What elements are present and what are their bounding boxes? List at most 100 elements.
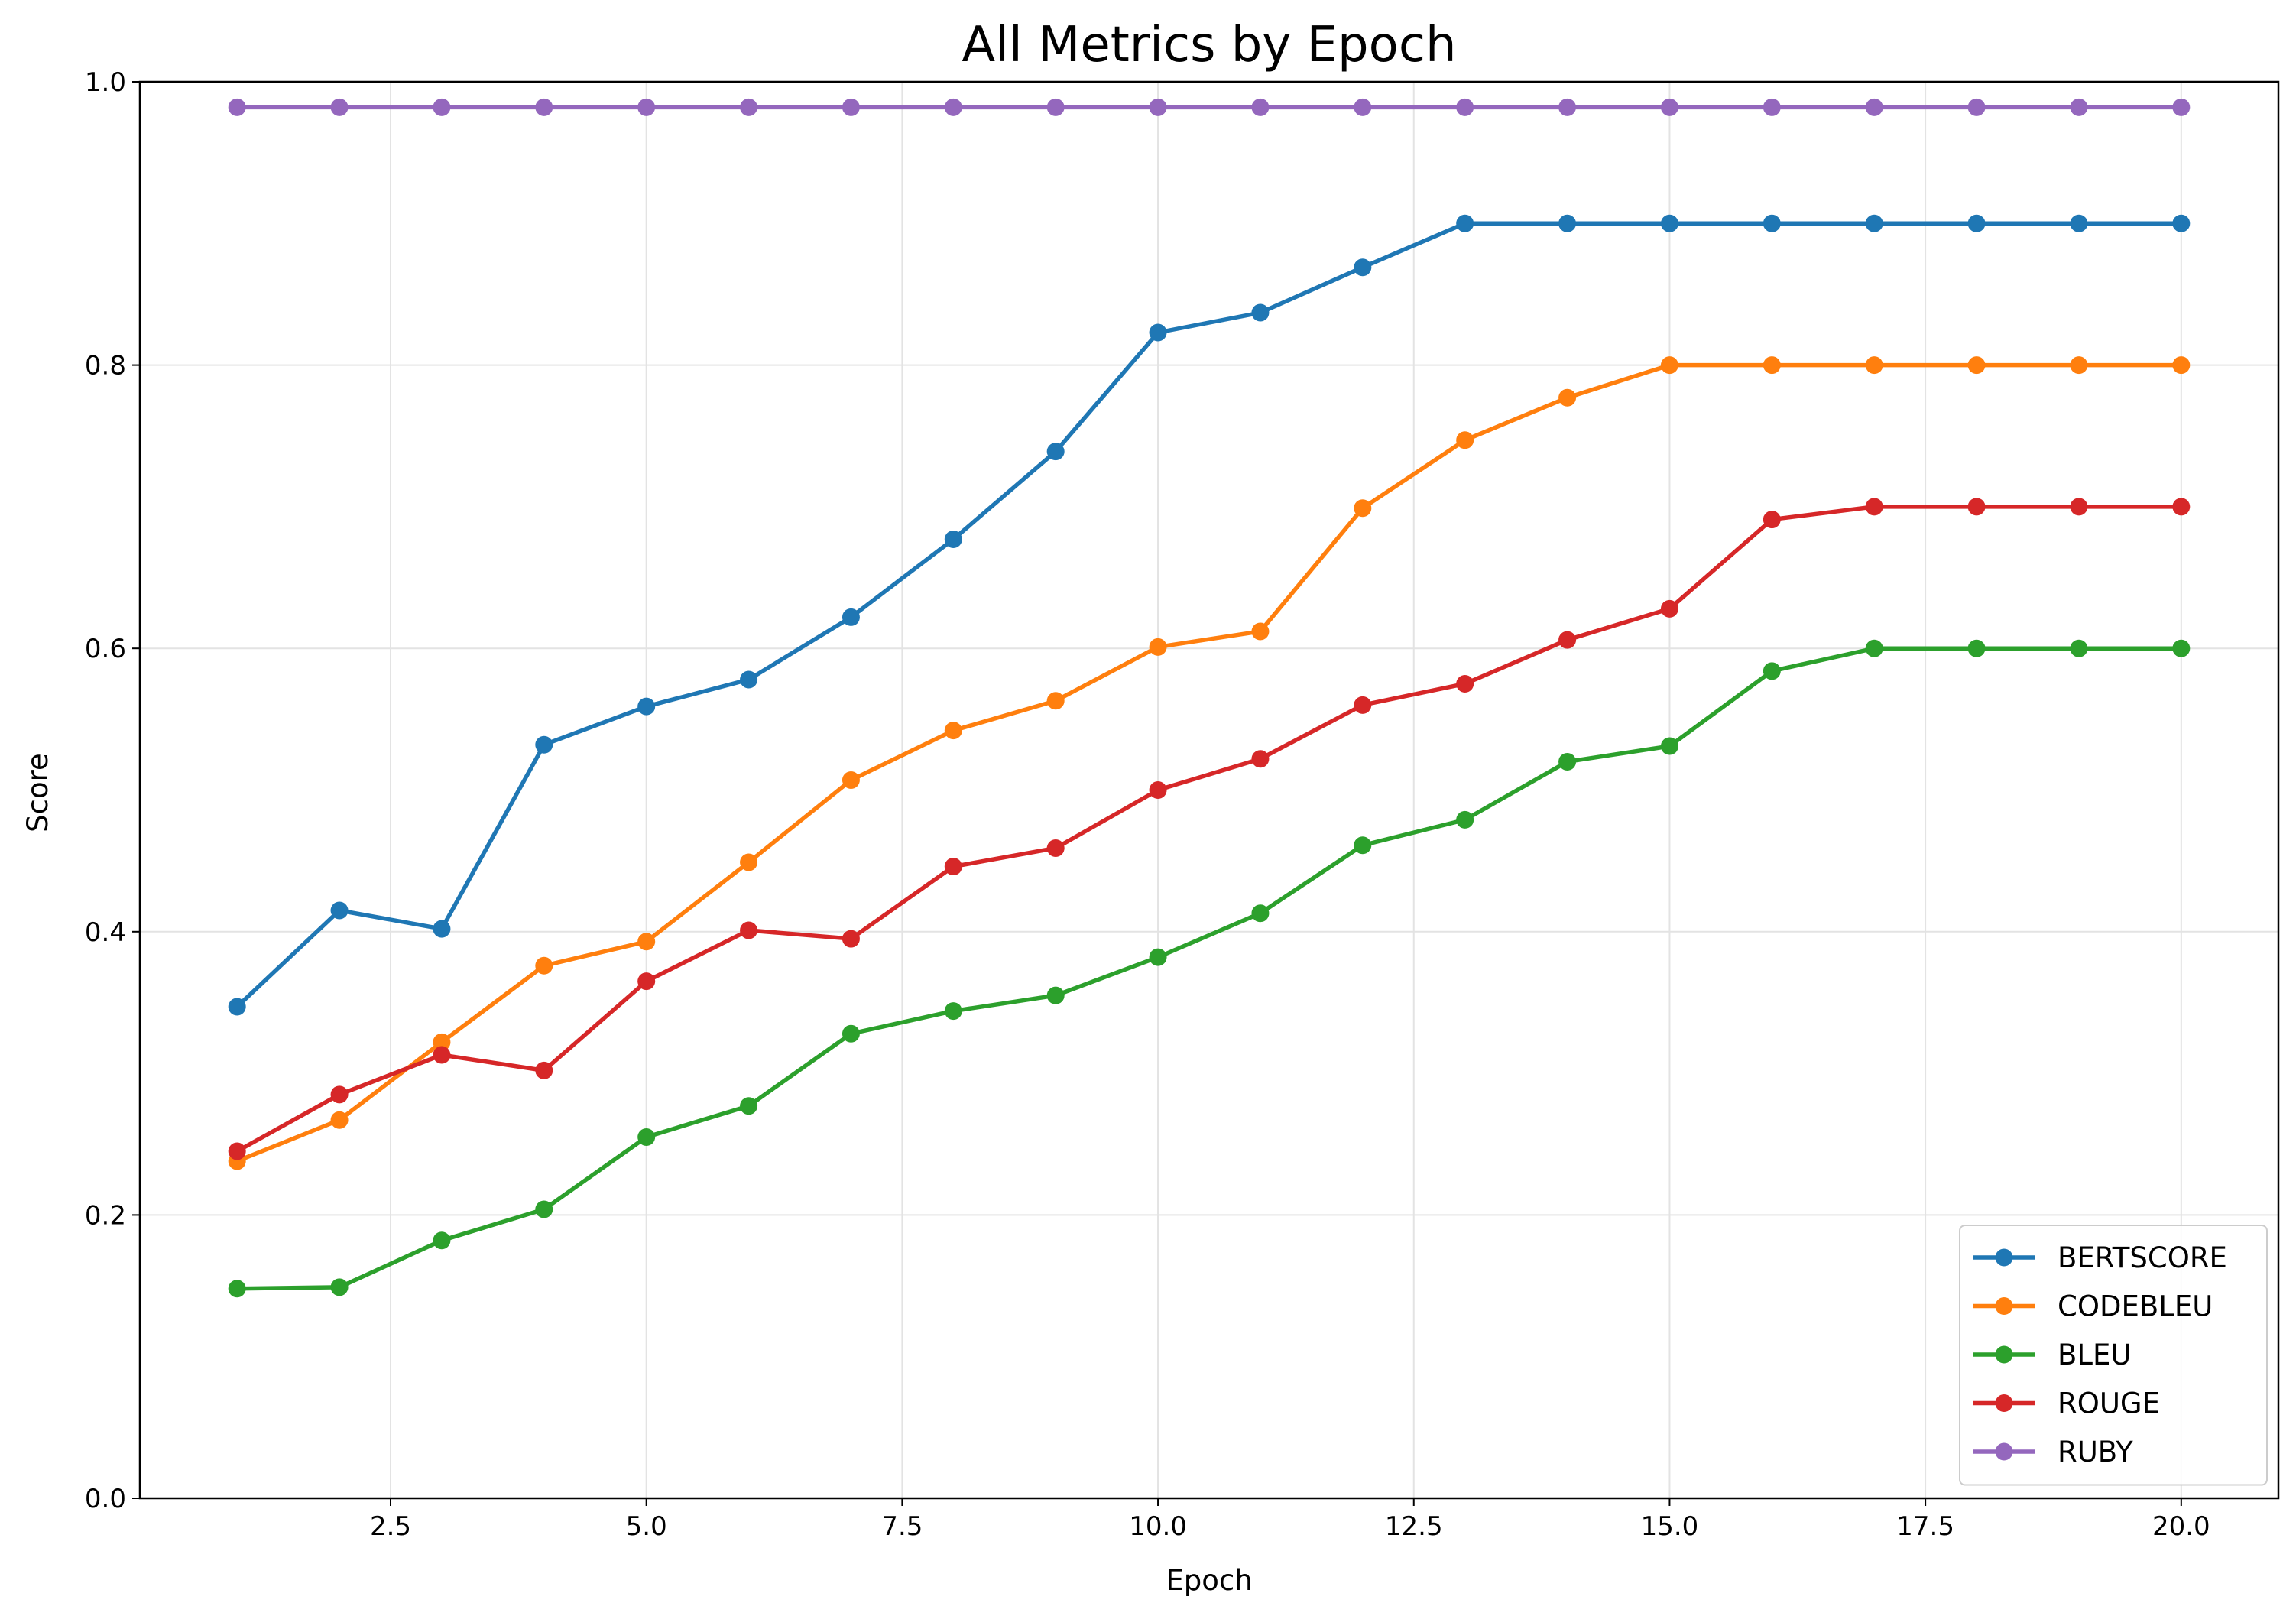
data-point-ruby [1660,98,1678,116]
x-axis: 2.5 5.0 7.5 10.0 12.5 15.0 17.5 20.0 [370,1498,2210,1542]
data-point-bertscore [1354,258,1372,277]
data-point-ruby [740,98,758,116]
data-point-codebleu [842,771,860,790]
y-axis-label: Score [21,753,54,832]
data-point-bertscore [1046,443,1065,461]
data-point-codebleu [1354,499,1372,518]
data-point-rouge [1558,631,1577,649]
data-point-codebleu [330,1111,349,1129]
legend: BERTSCORE CODEBLEU BLEU ROUGE RUBY [1959,1225,2268,1486]
data-point-bertscore [1251,303,1270,322]
data-point-bleu [1149,948,1167,966]
data-point-rouge [1149,781,1167,799]
data-point-codebleu [1865,356,1883,375]
data-point-rouge [1354,696,1372,714]
data-point-rouge [228,1142,246,1160]
data-point-ruby [944,98,962,116]
data-point-rouge [944,858,962,876]
data-point-ruby [1354,98,1372,116]
legend-label-ruby: RUBY [2058,1436,2133,1468]
data-point-rouge [842,930,860,948]
series-ruby [228,98,2191,116]
data-point-ruby [1763,98,1781,116]
data-point-ruby [330,98,349,116]
legend-item-ruby: RUBY [1973,1436,2133,1468]
data-point-rouge [1251,750,1270,768]
data-point-bleu [637,1128,656,1146]
data-point-bleu [1558,752,1577,771]
legend-marker-bertscore [1995,1248,2013,1267]
data-point-bertscore [1558,214,1577,232]
series-bertscore [228,214,2191,1016]
data-point-bleu [228,1280,246,1298]
data-point-codebleu [1558,388,1577,407]
data-point-rouge [535,1061,553,1079]
legend-label-rouge: ROUGE [2058,1387,2160,1420]
legend-label-bleu: BLEU [2058,1339,2131,1371]
data-point-bertscore [1967,214,1986,232]
data-point-rouge [740,921,758,939]
y-axis: 0.0 0.2 0.4 0.6 0.8 1.0 [85,67,140,1514]
data-point-ruby [1046,98,1065,116]
y-tick-label: 0.2 [85,1200,126,1231]
data-point-codebleu [1660,356,1678,375]
data-point-ruby [228,98,246,116]
x-tick-label: 10.0 [1129,1511,1187,1542]
data-point-bertscore [1456,214,1474,232]
plot-frame [138,80,2280,1500]
data-point-bleu [433,1231,451,1250]
series-bleu [228,639,2191,1298]
data-point-ruby [433,98,451,116]
y-tick-label: 0.4 [85,917,126,948]
series-line-rouge [235,505,2184,1154]
data-point-bertscore [1149,323,1167,342]
x-tick-label: 2.5 [370,1511,411,1542]
y-tick-label: 0.8 [85,351,126,381]
data-point-codebleu [2070,356,2088,375]
legend-item-rouge: ROUGE [1973,1387,2160,1420]
data-point-rouge [637,972,656,991]
x-tick-label: 15.0 [1641,1511,1699,1542]
data-point-bertscore [1865,214,1883,232]
data-point-bertscore [1763,214,1781,232]
data-point-rouge [1456,675,1474,693]
data-point-rouge [1763,511,1781,529]
data-point-codebleu [1967,356,1986,375]
data-point-bleu [1251,904,1270,923]
x-tick-label: 7.5 [881,1511,923,1542]
data-point-codebleu [1251,622,1270,641]
data-point-bleu [1354,836,1372,855]
data-point-codebleu [1046,692,1065,710]
series-rouge [228,498,2191,1160]
data-point-bleu [1046,986,1065,1004]
data-point-bertscore [637,697,656,716]
data-point-codebleu [2172,356,2191,375]
y-tick-label: 0.0 [85,1484,126,1514]
data-point-bleu [842,1024,860,1043]
data-point-ruby [1865,98,1883,116]
data-point-ruby [1456,98,1474,116]
x-tick-label: 12.5 [1385,1511,1443,1542]
data-point-ruby [1149,98,1167,116]
data-point-bertscore [2070,214,2088,232]
data-point-ruby [2172,98,2191,116]
data-point-bertscore [228,998,246,1016]
legend-item-bertscore: BERTSCORE [1973,1241,2227,1274]
data-point-bertscore [330,901,349,920]
data-point-ruby [1967,98,1986,116]
data-point-codebleu [740,853,758,871]
series-line-codebleu [235,362,2184,1163]
data-point-bleu [1660,737,1678,755]
data-point-ruby [1558,98,1577,116]
data-point-codebleu [944,722,962,740]
legend-marker-rouge [1995,1394,2013,1412]
data-point-rouge [1967,498,1986,516]
data-point-bertscore [740,670,758,689]
legend-label-bertscore: BERTSCORE [2058,1241,2227,1274]
data-point-rouge [330,1085,349,1104]
y-tick-label: 1.0 [85,67,126,98]
data-point-codebleu [1456,431,1474,449]
x-tick-label: 5.0 [626,1511,667,1542]
